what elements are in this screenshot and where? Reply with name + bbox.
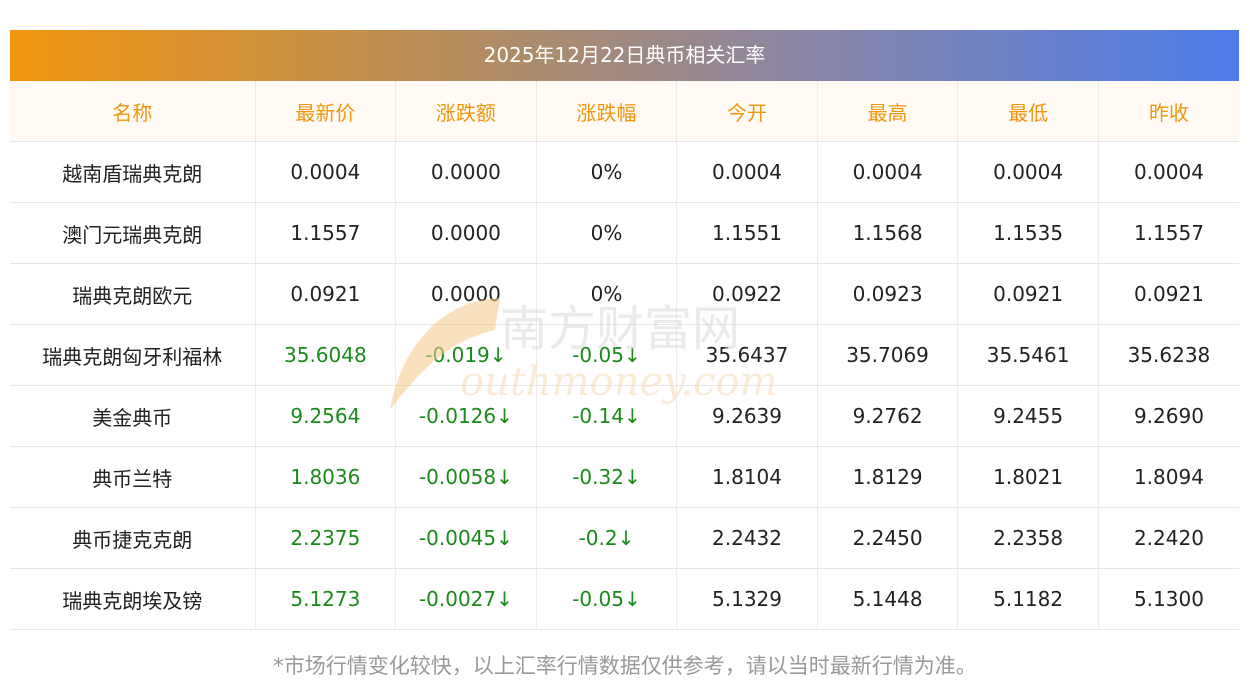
rate-table: 名称 最新价 涨跌额 涨跌幅 今开 最高 最低 昨收 越南盾瑞典克朗 0.0004… xyxy=(10,81,1239,630)
row-change-pct: -0.14↓ xyxy=(535,385,677,447)
row-open: 1.8104 xyxy=(676,446,818,508)
row-high: 2.2450 xyxy=(816,507,958,569)
row-low: 0.0004 xyxy=(957,141,1099,203)
row-latest: 2.2375 xyxy=(254,507,396,569)
row-name: 瑞典克朗埃及镑 xyxy=(10,568,256,630)
row-name: 澳门元瑞典克朗 xyxy=(10,202,256,264)
row-change: -0.019↓ xyxy=(395,324,537,386)
row-latest: 9.2564 xyxy=(254,385,396,447)
row-open: 1.1551 xyxy=(676,202,818,264)
row-change: -0.0126↓ xyxy=(395,385,537,447)
row-open: 0.0004 xyxy=(676,141,818,203)
row-prev-close: 35.6238 xyxy=(1097,324,1239,386)
row-latest: 1.1557 xyxy=(254,202,396,264)
table-row: 越南盾瑞典克朗 0.0004 0.0000 0% 0.0004 0.0004 0.0004 0… xyxy=(10,141,1239,203)
table-title: 2025年12月22日典币相关汇率 xyxy=(10,30,1239,81)
header-change-pct: 涨跌幅 xyxy=(535,81,677,142)
row-open: 5.1329 xyxy=(676,568,818,630)
header-change: 涨跌额 xyxy=(395,81,537,142)
table-row: 美金典币 9.2564 -0.0126↓ -0.14↓ 9.2639 9.2762 9.24… xyxy=(10,385,1239,447)
header-latest: 最新价 xyxy=(254,81,396,142)
row-change: 0.0000 xyxy=(395,202,537,264)
table-row: 澳门元瑞典克朗 1.1557 0.0000 0% 1.1551 1.1568 1.1535 1… xyxy=(10,202,1239,264)
row-open: 35.6437 xyxy=(676,324,818,386)
header-high: 最高 xyxy=(816,81,958,142)
table-row: 典币兰特 1.8036 -0.0058↓ -0.32↓ 1.8104 1.8129 1.80… xyxy=(10,446,1239,508)
row-change-pct: -0.2↓ xyxy=(535,507,677,569)
row-change: 0.0000 xyxy=(395,263,537,325)
row-low: 1.8021 xyxy=(957,446,1099,508)
header-prev-close: 昨收 xyxy=(1097,81,1239,142)
row-name: 瑞典克朗匈牙利福林 xyxy=(10,324,256,386)
rate-table-container: 2025年12月22日典币相关汇率 名称 最新价 涨跌额 涨跌幅 今开 最高 最… xyxy=(10,30,1239,630)
row-low: 2.2358 xyxy=(957,507,1099,569)
header-name: 名称 xyxy=(10,81,256,142)
row-high: 0.0004 xyxy=(816,141,958,203)
row-change: -0.0027↓ xyxy=(395,568,537,630)
table-row: 瑞典克朗欧元 0.0921 0.0000 0% 0.0922 0.0923 0.0921 0.… xyxy=(10,263,1239,325)
disclaimer-note: *市场行情变化较快，以上汇率行情数据仅供参考，请以当时最新行情为准。 xyxy=(273,654,977,678)
row-change: -0.0058↓ xyxy=(395,446,537,508)
row-name: 典币兰特 xyxy=(10,446,256,508)
row-change-pct: -0.32↓ xyxy=(535,446,677,508)
row-open: 9.2639 xyxy=(676,385,818,447)
row-prev-close: 0.0921 xyxy=(1097,263,1239,325)
row-name: 美金典币 xyxy=(10,385,256,447)
header-open: 今开 xyxy=(676,81,818,142)
row-change-pct: 0% xyxy=(535,202,677,264)
row-low: 1.1535 xyxy=(957,202,1099,264)
row-high: 9.2762 xyxy=(816,385,958,447)
row-high: 1.1568 xyxy=(816,202,958,264)
row-change-pct: -0.05↓ xyxy=(535,324,677,386)
row-latest: 1.8036 xyxy=(254,446,396,508)
row-name: 典币捷克克朗 xyxy=(10,507,256,569)
row-change-pct: 0% xyxy=(535,263,677,325)
row-low: 0.0921 xyxy=(957,263,1099,325)
row-high: 35.7069 xyxy=(816,324,958,386)
row-latest: 0.0004 xyxy=(254,141,396,203)
row-latest: 5.1273 xyxy=(254,568,396,630)
row-change-pct: -0.05↓ xyxy=(535,568,677,630)
table-header-row: 名称 最新价 涨跌额 涨跌幅 今开 最高 最低 昨收 xyxy=(10,81,1239,142)
row-prev-close: 2.2420 xyxy=(1097,507,1239,569)
header-low: 最低 xyxy=(957,81,1099,142)
row-prev-close: 1.1557 xyxy=(1097,202,1239,264)
row-open: 2.2432 xyxy=(676,507,818,569)
row-name: 瑞典克朗欧元 xyxy=(10,263,256,325)
row-prev-close: 5.1300 xyxy=(1097,568,1239,630)
row-low: 35.5461 xyxy=(957,324,1099,386)
row-low: 5.1182 xyxy=(957,568,1099,630)
row-latest: 0.0921 xyxy=(254,263,396,325)
row-high: 1.8129 xyxy=(816,446,958,508)
row-name: 越南盾瑞典克朗 xyxy=(10,141,256,203)
row-open: 0.0922 xyxy=(676,263,818,325)
table-row: 典币捷克克朗 2.2375 -0.0045↓ -0.2↓ 2.2432 2.2450 2.2… xyxy=(10,507,1239,569)
row-latest: 35.6048 xyxy=(254,324,396,386)
table-row: 瑞典克朗埃及镑 5.1273 -0.0027↓ -0.05↓ 5.1329 5.1448 5… xyxy=(10,568,1239,630)
row-prev-close: 9.2690 xyxy=(1097,385,1239,447)
row-change: -0.0045↓ xyxy=(395,507,537,569)
row-prev-close: 0.0004 xyxy=(1097,141,1239,203)
table-row: 瑞典克朗匈牙利福林 35.6048 -0.019↓ -0.05↓ 35.6437 35.7… xyxy=(10,324,1239,386)
row-high: 5.1448 xyxy=(816,568,958,630)
row-low: 9.2455 xyxy=(957,385,1099,447)
row-change-pct: 0% xyxy=(535,141,677,203)
row-high: 0.0923 xyxy=(816,263,958,325)
row-change: 0.0000 xyxy=(395,141,537,203)
row-prev-close: 1.8094 xyxy=(1097,446,1239,508)
